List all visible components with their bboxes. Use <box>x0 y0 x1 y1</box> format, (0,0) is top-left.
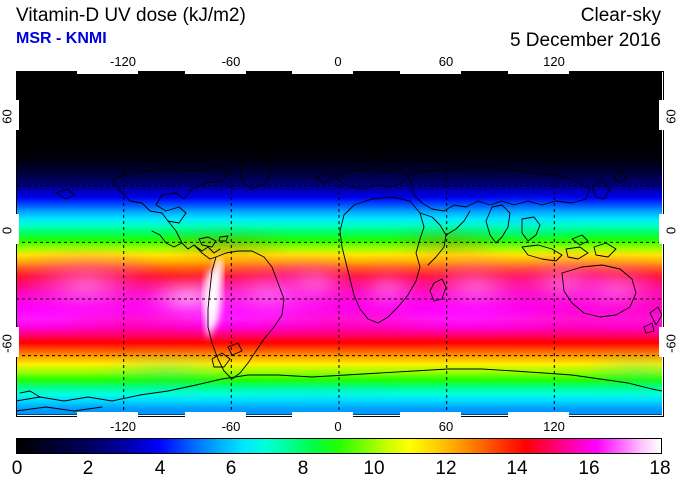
colorbar-label-6: 12 <box>435 458 457 479</box>
xaxis-bottom-label-3: 60 <box>438 419 454 434</box>
tick-right-m60 <box>659 327 664 357</box>
colorbar <box>16 438 662 454</box>
tick-right-0 <box>659 214 664 244</box>
tick-top-0 <box>292 69 353 74</box>
tick-bottom-0 <box>292 412 353 417</box>
yaxis-right-label-0: 60 <box>663 109 678 124</box>
xaxis-top-label-0: -120 <box>109 54 137 69</box>
tick-top-120 <box>508 69 569 74</box>
data-source-label: MSR - KNMI <box>16 30 107 47</box>
xaxis-top-label-4: 120 <box>543 54 565 69</box>
xaxis-top-label-3: 60 <box>438 54 454 69</box>
tick-top-m120 <box>77 69 138 74</box>
yaxis-right-label-2: -60 <box>663 334 678 353</box>
tick-left-0 <box>14 214 19 244</box>
tick-bottom-m60 <box>185 412 246 417</box>
tick-bottom-m120 <box>77 412 138 417</box>
xaxis-bottom-label-0: -120 <box>109 419 137 434</box>
yaxis-left-label-0: 60 <box>0 109 15 124</box>
tick-bottom-120 <box>508 412 569 417</box>
yaxis-left-label-2: -60 <box>0 334 15 353</box>
colorbar-label-4: 8 <box>297 458 309 479</box>
colorbar-label-7: 14 <box>506 458 528 479</box>
colorbar-label-0: 0 <box>11 458 23 479</box>
xaxis-top-label-1: -60 <box>221 54 241 69</box>
tick-left-60 <box>14 100 19 130</box>
xaxis-top-label-2: 0 <box>334 54 342 69</box>
xaxis-bottom-label-2: 0 <box>334 419 342 434</box>
uv-dose-map <box>16 71 662 415</box>
colorbar-label-9: 18 <box>649 458 671 479</box>
colorbar-label-3: 6 <box>225 458 237 479</box>
tick-bottom-60 <box>400 412 461 417</box>
colorbar-label-1: 2 <box>82 458 94 479</box>
xaxis-bottom-label-1: -60 <box>221 419 241 434</box>
colorbar-label-5: 10 <box>363 458 385 479</box>
coastline-layer <box>16 156 662 415</box>
yaxis-right-label-1: 0 <box>663 226 678 235</box>
colorbar-label-2: 4 <box>154 458 166 479</box>
tick-top-m60 <box>185 69 246 74</box>
colorbar-label-8: 16 <box>578 458 600 479</box>
tick-left-m60 <box>14 327 19 357</box>
xaxis-bottom-label-4: 120 <box>543 419 565 434</box>
tick-right-60 <box>659 100 664 130</box>
date-label: 5 December 2016 <box>509 30 661 51</box>
sky-condition-label: Clear-sky <box>580 5 661 26</box>
tick-top-60 <box>400 69 461 74</box>
page-title: Vitamin-D UV dose (kJ/m2) <box>16 5 246 26</box>
map-canvas <box>16 71 662 415</box>
yaxis-left-label-1: 0 <box>0 226 15 235</box>
